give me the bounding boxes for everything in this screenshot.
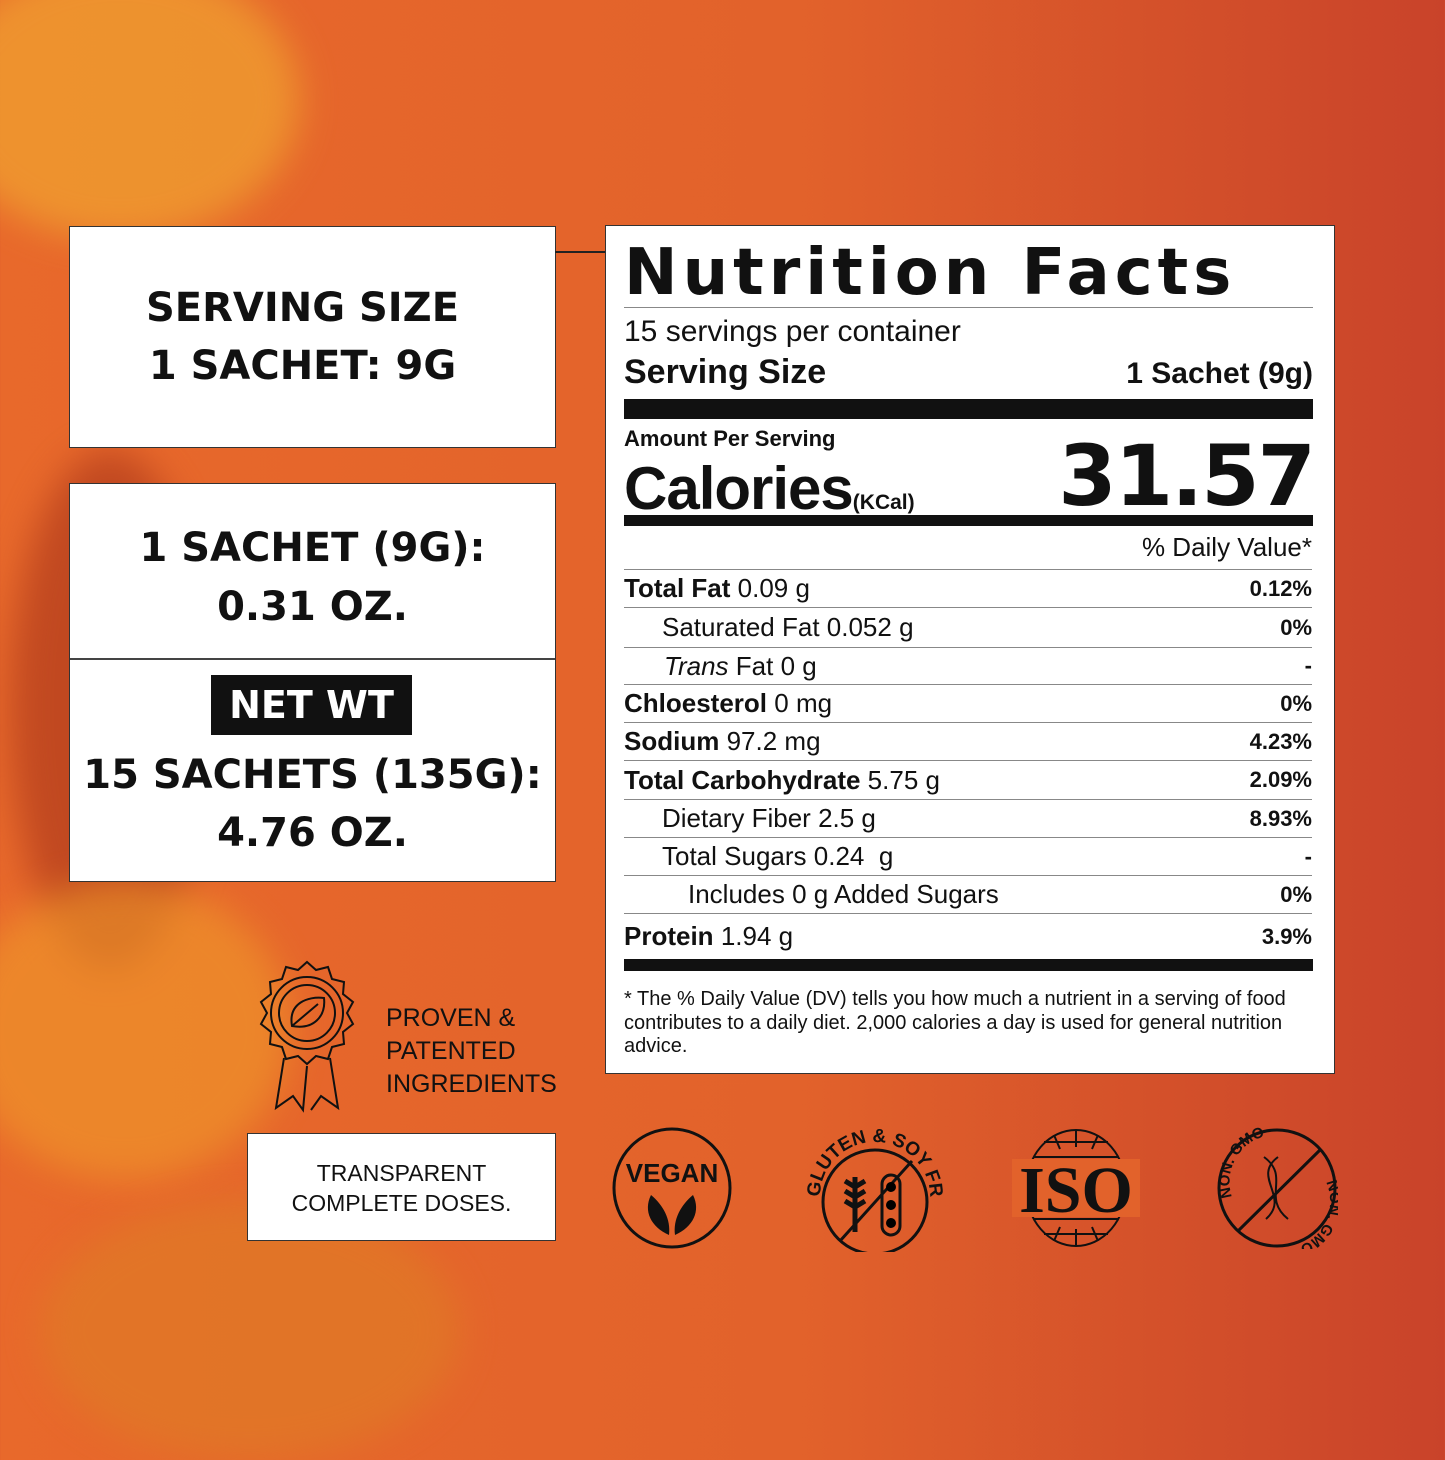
net-wt-badge: NET WT — [211, 675, 412, 735]
net-weight-line1: 15 SACHETS (135G): — [83, 752, 542, 798]
nutrient-amount: 5.75 g — [867, 764, 940, 795]
calories-value: 31.57 — [1058, 427, 1316, 525]
nutrient-row: Trans Fat 0 g - — [624, 647, 1312, 684]
transparent-doses-box: TRANSPARENT COMPLETE DOSES. — [247, 1133, 556, 1241]
nutrient-dv: 0% — [1280, 690, 1312, 716]
nutrient-label: Chloesterol — [624, 688, 768, 718]
nutrient-name: Chloesterol 0 mg — [624, 688, 832, 719]
nutrient-name: Total Carbohydrate 5.75 g — [624, 765, 940, 796]
thick-divider — [624, 515, 1313, 526]
proven-line: INGREDIENTS — [386, 1070, 557, 1098]
serving-size-label: Serving Size — [624, 353, 827, 391]
gluten-soy-free-icon: GLUTEN & SOY FREE — [800, 1117, 946, 1252]
connector-line — [555, 251, 605, 253]
nutrient-name: Saturated Fat 0.052 g — [662, 612, 914, 643]
servings-per-container: 15 servings per container — [624, 315, 961, 348]
nutrient-label: Total Sugars — [662, 841, 807, 871]
nutrient-dv: 0% — [1280, 614, 1312, 640]
nutrient-amount: 2.5 g — [818, 803, 876, 833]
net-weight-box: 1 SACHET (9G): 0.31 OZ. NET WT 15 SACHET… — [69, 483, 556, 882]
nutrient-row: Saturated Fat 0.052 g 0% — [624, 607, 1312, 647]
serving-size-row: Serving Size 1 Sachet (9g) — [624, 353, 1313, 392]
nutrition-facts-panel: Nutrition Facts 15 servings per containe… — [605, 225, 1335, 1074]
net-weight-line2: 4.76 OZ. — [217, 810, 408, 856]
caramel-swirl-decoration — [0, 0, 300, 240]
iso-label: ISO — [1019, 1154, 1133, 1227]
nutrient-label: Total Carbohydrate — [624, 764, 861, 795]
nutrient-row: Chloesterol 0 mg 0% — [624, 684, 1312, 722]
nutrient-amount: 0.052 g — [826, 612, 914, 642]
iso-globe-icon: ISO — [1012, 1129, 1140, 1247]
nutrient-dv: 2.09% — [1249, 767, 1312, 792]
divider — [70, 658, 555, 660]
nutrient-row: Total Fat 0.09 g 0.12% — [624, 569, 1312, 607]
nutrient-row: Sodium 97.2 mg 4.23% — [624, 722, 1312, 760]
proven-line: PROVEN & — [386, 1004, 516, 1032]
vegan-label: VEGAN — [626, 1158, 718, 1188]
award-leaf-badge-icon — [259, 960, 355, 1113]
nutrient-row: Total Sugars 0.24 g - — [624, 837, 1312, 875]
nutrient-label: Protein — [624, 921, 714, 951]
nutrition-title: Nutrition Facts — [624, 236, 1237, 310]
nutrient-row: Dietary Fiber 2.5 g 8.93% — [624, 799, 1312, 837]
serving-size-box: SERVING SIZE 1 SACHET: 9G — [69, 226, 556, 448]
nutrient-amount: 0.24 g — [813, 841, 894, 871]
nutrient-amount: 0 g — [780, 650, 817, 681]
nutrient-dv: - — [1304, 653, 1312, 678]
nutrient-name: Sodium 97.2 mg — [624, 726, 821, 757]
vegan-leaf-icon: VEGAN — [612, 1127, 732, 1249]
nutrient-amount: 1.94 g — [720, 921, 794, 951]
caramel-swirl-decoration — [0, 880, 290, 1180]
nutrient-row: Total Carbohydrate 5.75 g 2.09% — [624, 760, 1312, 799]
calories-unit: (KCal) — [852, 491, 915, 514]
nutrient-name: Trans Fat 0 g — [664, 651, 817, 682]
nutrient-label: Dietary Fiber — [662, 803, 811, 833]
nutrient-name: Dietary Fiber 2.5 g — [662, 803, 876, 834]
nutrient-row: Protein 1.94 g 3.9% — [624, 913, 1312, 959]
proven-line: PATENTED — [386, 1037, 516, 1065]
nutrient-row: Includes 0 g Added Sugars 0% — [624, 875, 1312, 913]
caramel-swirl-decoration — [40, 1200, 460, 1460]
daily-value-header: % Daily Value* — [1141, 532, 1312, 562]
nutrient-label: Trans — [664, 650, 729, 681]
serving-size-value: 1 SACHET: 9G — [148, 343, 457, 389]
non-gmo-dna-icon: NON. GMO NON. GMO — [1216, 1127, 1338, 1249]
proven-text: PROVEN & PATENTED INGREDIENTS — [386, 1002, 557, 1101]
nutrient-dv: 0.12% — [1249, 575, 1312, 601]
nutrient-amount: 97.2 mg — [726, 726, 821, 756]
nutrient-amount: 0 mg — [774, 688, 833, 718]
sachet-weight-line2: 0.31 OZ. — [217, 584, 408, 630]
transparent-line2: COMPLETE DOSES. — [291, 1190, 512, 1216]
nutrient-label: Total Fat — [624, 573, 731, 603]
calories-label: Calories(KCal) — [624, 454, 1316, 523]
footnote: * The % Daily Value (DV) tells you how m… — [624, 988, 1286, 1057]
nutrient-label-rest: Fat — [735, 650, 774, 681]
serving-size-value: 1 Sachet (9g) — [1126, 357, 1313, 390]
divider — [624, 307, 1313, 309]
nutrient-amount: 0.09 g — [737, 573, 810, 603]
nutrient-dv: 3.9% — [1261, 923, 1312, 949]
nutrient-dv: 8.93% — [1249, 805, 1312, 831]
nutrient-label: Sodium — [624, 726, 720, 756]
nutrient-name: Total Fat 0.09 g — [624, 573, 810, 604]
nutrient-label: Includes 0 g Added Sugars — [688, 879, 999, 909]
svg-text:NON. GMO: NON. GMO — [1216, 1127, 1266, 1200]
transparent-line1: TRANSPARENT — [316, 1160, 487, 1186]
thick-divider — [624, 959, 1313, 971]
nutrient-label: Saturated Fat — [662, 612, 820, 642]
nutrient-dv: - — [1304, 843, 1312, 869]
calories-label-text: Calories — [624, 455, 854, 522]
non-gmo-label: NON. GMO — [1216, 1127, 1266, 1200]
amount-per-serving: Amount Per Serving — [624, 426, 836, 451]
nutrient-dv: 0% — [1280, 881, 1312, 907]
nutrient-name: Total Sugars 0.24 g — [662, 841, 893, 872]
thick-divider — [624, 399, 1313, 419]
nutrient-name: Protein 1.94 g — [624, 921, 793, 952]
nutrient-dv: 4.23% — [1249, 728, 1312, 754]
sachet-weight-line1: 1 SACHET (9G): — [139, 525, 486, 571]
serving-size-heading: SERVING SIZE — [145, 285, 460, 331]
